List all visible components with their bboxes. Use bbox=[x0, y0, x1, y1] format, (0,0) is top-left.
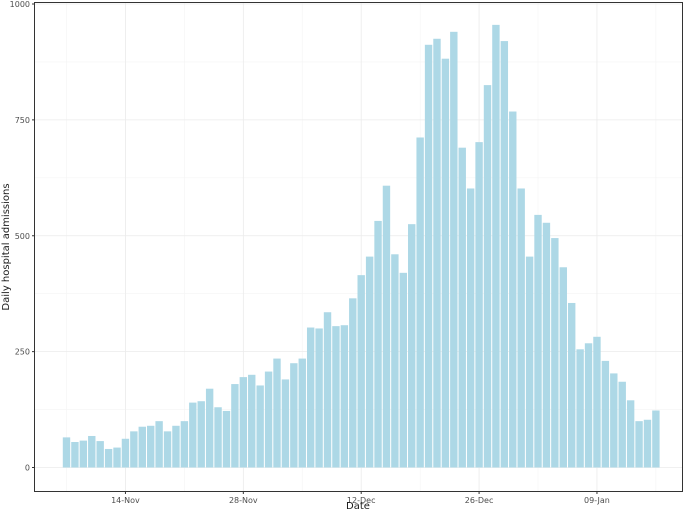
bar bbox=[408, 224, 416, 468]
x-tick-label: 28-Nov bbox=[229, 496, 258, 505]
bar bbox=[483, 85, 492, 468]
y-tick-label: 250 bbox=[15, 348, 30, 357]
bar bbox=[466, 188, 475, 468]
bar bbox=[517, 188, 525, 468]
bar bbox=[340, 325, 349, 468]
bar bbox=[643, 419, 652, 468]
bar bbox=[298, 358, 306, 468]
x-tick-label: 26-Dec bbox=[465, 496, 494, 505]
bar bbox=[281, 379, 290, 468]
bar bbox=[147, 425, 155, 468]
bar bbox=[365, 256, 374, 468]
bar bbox=[197, 401, 205, 468]
bar bbox=[534, 214, 542, 468]
y-tick-label: 750 bbox=[15, 116, 30, 125]
bar bbox=[618, 381, 626, 468]
bar bbox=[610, 373, 618, 468]
bar bbox=[121, 438, 130, 468]
x-tick-label: 14-Nov bbox=[111, 496, 140, 505]
bar bbox=[222, 410, 231, 468]
bar bbox=[450, 31, 458, 468]
bar bbox=[113, 447, 121, 468]
bar bbox=[458, 147, 466, 468]
y-axis: 0 250 500 750 1000 bbox=[10, 0, 35, 473]
bar bbox=[172, 425, 180, 468]
x-axis: 14-Nov 28-Nov 12-Dec 26-Dec 09-Jan bbox=[111, 491, 610, 505]
bar bbox=[576, 349, 584, 468]
bar bbox=[601, 360, 610, 468]
bar bbox=[584, 343, 593, 468]
x-tick-label: 12-Dec bbox=[347, 496, 376, 505]
bar bbox=[441, 58, 450, 468]
bar bbox=[71, 442, 79, 468]
bar bbox=[382, 185, 391, 468]
bar bbox=[273, 358, 281, 468]
bar bbox=[96, 441, 104, 468]
x-tick-label: 09-Jan bbox=[584, 496, 610, 505]
bar bbox=[399, 272, 407, 468]
bar bbox=[231, 384, 239, 468]
bar bbox=[509, 111, 517, 468]
bar bbox=[551, 238, 559, 468]
bar bbox=[180, 421, 189, 468]
bar bbox=[189, 402, 197, 468]
x-axis-title: Date bbox=[346, 501, 370, 510]
bar bbox=[525, 256, 534, 468]
bar bbox=[626, 400, 635, 468]
bar bbox=[652, 410, 660, 468]
bar bbox=[391, 254, 399, 468]
bar bbox=[635, 421, 643, 468]
y-tick-label: 1000 bbox=[10, 0, 30, 9]
bar bbox=[433, 38, 441, 468]
bar bbox=[256, 385, 264, 468]
bar bbox=[593, 336, 601, 468]
bar bbox=[357, 275, 365, 468]
bar bbox=[315, 328, 323, 468]
bar bbox=[205, 388, 214, 468]
y-tick-label: 500 bbox=[15, 232, 30, 241]
bar bbox=[332, 326, 340, 468]
bar bbox=[475, 142, 483, 468]
bar bbox=[248, 374, 256, 468]
bar bbox=[323, 312, 332, 468]
bar bbox=[559, 267, 567, 468]
bar bbox=[264, 371, 273, 468]
bar bbox=[416, 137, 424, 468]
bar bbox=[88, 435, 96, 468]
bar bbox=[424, 44, 433, 468]
y-axis-title: Daily hospital admissions bbox=[1, 183, 12, 310]
bar bbox=[349, 298, 357, 468]
bar bbox=[500, 41, 509, 468]
bar bbox=[130, 431, 138, 468]
bar bbox=[542, 222, 551, 468]
bar bbox=[290, 363, 298, 468]
bar bbox=[138, 426, 146, 468]
bar bbox=[79, 440, 88, 468]
bar bbox=[374, 220, 382, 468]
y-tick-label: 0 bbox=[25, 464, 30, 473]
bar bbox=[104, 448, 113, 468]
panel-border bbox=[34, 2, 683, 492]
bars bbox=[62, 24, 660, 468]
bar bbox=[214, 407, 222, 468]
bar bbox=[239, 377, 248, 468]
bar bbox=[155, 421, 163, 468]
bar bbox=[492, 24, 500, 468]
bar bbox=[306, 327, 315, 468]
bar bbox=[163, 431, 172, 468]
bar bbox=[62, 437, 71, 468]
bar bbox=[568, 302, 576, 468]
